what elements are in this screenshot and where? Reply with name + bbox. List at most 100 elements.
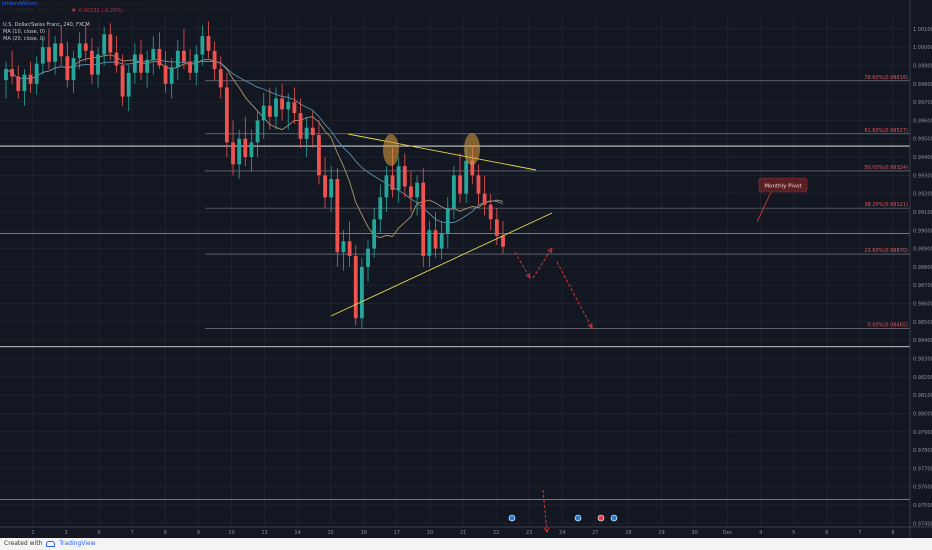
drawings: Monthly Pivot (330, 133, 808, 534)
candle-body (439, 233, 444, 249)
candle-body (501, 235, 505, 247)
created-with-label: Created with (4, 540, 43, 547)
candle-body (10, 69, 15, 77)
candle-body (476, 175, 481, 194)
y-tick-label: 0.97800 (913, 448, 932, 454)
ma-legend-1[interactable]: MA (10, close, 0) (3, 29, 46, 35)
monthly-pivot-label: Monthly Pivot (764, 184, 802, 190)
ma-legend-2[interactable]: MA (20, close, 0) (3, 36, 46, 42)
candle-body (286, 102, 291, 110)
economic-event-marker (574, 514, 582, 522)
x-tick-label: 20 (427, 530, 433, 536)
y-tick-label: 0.99000 (913, 228, 932, 234)
y-tick-label: 0.97700 (913, 466, 932, 472)
y-tick-label: 0.98900 (913, 247, 932, 253)
candle-body (359, 266, 364, 319)
y-tick-label: 0.99700 (913, 100, 932, 106)
x-tick-label: 8 (164, 530, 167, 536)
y-tick-label: 0.99900 (913, 63, 932, 69)
candle-body (261, 105, 266, 121)
monthly-pivot-callout (758, 177, 808, 193)
candle-body (71, 58, 76, 81)
descending-trendline (347, 133, 537, 171)
candle-body (335, 179, 340, 253)
y-tick-label: 0.99100 (913, 210, 932, 216)
x-tick-label: 27 (592, 530, 598, 536)
price-chart[interactable]: 78.60%(0.99816)61.80%(0.99527)50.00%(0.9… (0, 0, 932, 538)
projection-arrow-head (525, 272, 531, 279)
candle-body (114, 52, 119, 66)
x-tick-label: 8 (891, 530, 894, 536)
x-tick-label: 14 (294, 530, 300, 536)
candle-body (237, 138, 242, 165)
candle-body (200, 36, 205, 55)
candle-body (409, 186, 413, 198)
y-tick-label: 1.00000 (913, 45, 932, 51)
candle-body (280, 98, 285, 110)
low-value: L:0.98871 (180, 8, 206, 14)
author-name[interactable]: JordanAWilson (2, 1, 38, 7)
candle-body (372, 219, 377, 249)
candle-body (310, 127, 315, 136)
x-tick-label: 7 (131, 530, 134, 536)
candle-body (89, 50, 94, 75)
candle-body (59, 43, 64, 57)
candle-body (126, 72, 131, 97)
candle-body (22, 74, 27, 92)
fib-level-label: 38.20%(0.99121) (864, 202, 908, 208)
candle-body (458, 175, 462, 194)
economic-event-marker (508, 514, 516, 522)
candle-body (28, 74, 33, 84)
candle-body (151, 48, 156, 60)
price-axis: 1.00100 1.00000 0.99900 0.99800 0.99700 0.996… (909, 0, 932, 538)
x-tick-label: 6 (825, 530, 828, 536)
price-axis-panel (910, 0, 932, 538)
candle-body (243, 138, 248, 158)
candle-body (53, 43, 57, 62)
candle-body (231, 142, 235, 165)
candle-body (255, 120, 260, 143)
swing-high-highlight (383, 134, 399, 166)
candle-body (470, 160, 475, 176)
candle-body (378, 197, 383, 220)
projection-arrow (556, 261, 593, 329)
monthly-pivot-pointer (756, 187, 774, 223)
projection-arrow-head (544, 527, 550, 534)
candles (4, 21, 505, 330)
y-tick-label: 0.98300 (913, 356, 932, 362)
candle-body (163, 65, 168, 84)
candle-body (77, 43, 82, 59)
publish-info: published on TradingView.com, November 2… (39, 1, 195, 7)
x-tick-label: 13 (261, 530, 267, 536)
moving-average-fast (5, 54, 504, 239)
fib-level-label: 78.60%(0.99816) (864, 75, 908, 81)
candle-body (188, 61, 192, 73)
candle-body (212, 50, 217, 70)
projection-arrow-head (547, 247, 553, 254)
candle-body (194, 54, 199, 73)
x-tick-label: 22 (493, 530, 499, 536)
y-tick-label: 1.00100 (913, 27, 932, 33)
y-tick-label: 0.99200 (913, 192, 932, 198)
price-change: ▼ -0.00232 (-0.23%) (71, 8, 123, 14)
candle-body (65, 56, 70, 81)
time-axis: 2 3 6 7 8 9 10 13 14 15 16 17 20 21 22 23 24 27 28 29 30 Dec 4… (0, 526, 932, 536)
candle-body (464, 160, 469, 194)
symbol-header: FX:USDCHF, 240 0.98911 ▼ -0.00232 (-0.23… (2, 8, 233, 14)
moving-average-slow (5, 59, 504, 224)
candle-body (347, 241, 352, 256)
candle-body (452, 175, 456, 209)
x-tick-label: 6 (98, 530, 101, 536)
swing-high-highlight (464, 133, 480, 165)
fib-level-label: 23.60%(0.98870) (864, 248, 908, 254)
tradingview-link[interactable]: TradingView (59, 540, 96, 547)
last-price: 0.98911 (49, 8, 71, 14)
x-tick-label: 24 (559, 530, 565, 536)
x-tick-label: 28 (625, 530, 631, 536)
candle-body (40, 47, 45, 64)
y-tick-label: 0.97500 (913, 503, 932, 509)
chart-background (0, 0, 932, 538)
candle-body (132, 54, 137, 73)
projection-arrow (542, 489, 548, 533)
